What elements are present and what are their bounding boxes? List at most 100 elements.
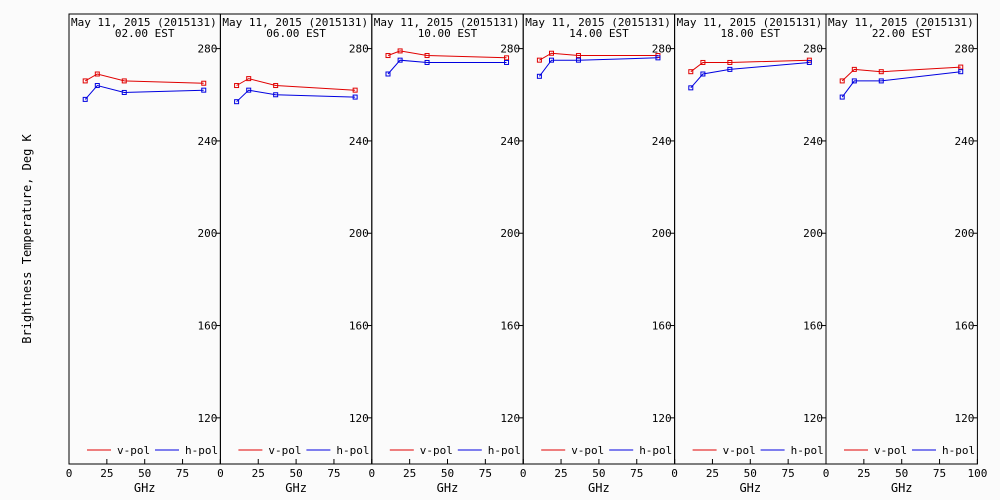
- y-tick-label: 120: [500, 412, 520, 425]
- x-tick-label: 0: [217, 467, 224, 480]
- legend-label-h-pol: h-pol: [639, 444, 672, 457]
- data-point-h-pol: [549, 57, 555, 63]
- data-point-h-pol: [727, 66, 733, 72]
- panel-time-title: 06.00 EST: [266, 27, 326, 40]
- data-point-h-pol: [688, 85, 694, 91]
- panel-3: May 11, 2015 (2015131)10.00 EST 120 160 200…: [368, 13, 524, 495]
- x-tick-label: 0: [66, 467, 73, 480]
- y-tick-label: 120: [803, 412, 823, 425]
- y-tick-label: 240: [955, 135, 975, 148]
- y-axis-label: Brightness Temperature, Deg K: [20, 133, 34, 343]
- data-point-v-pol: [246, 76, 252, 82]
- x-tick-label: 50: [592, 467, 605, 480]
- panel-date-title: May 11, 2015 (2015131): [222, 16, 368, 29]
- y-tick-label: 120: [198, 412, 218, 425]
- data-point-v-pol: [397, 48, 403, 54]
- legend-label-h-pol: h-pol: [185, 444, 218, 457]
- y-tick-label: 200: [955, 227, 975, 240]
- y-tick-label: 160: [349, 320, 369, 333]
- data-point-v-pol: [839, 78, 845, 84]
- y-tick-label: 200: [198, 227, 218, 240]
- x-tick-label: 50: [744, 467, 757, 480]
- x-tick-label: 75: [176, 467, 189, 480]
- x-axis-label: GHz: [437, 481, 459, 495]
- data-point-h-pol: [385, 71, 391, 77]
- x-tick-label: 50: [289, 467, 302, 480]
- x-tick-label: 25: [554, 467, 567, 480]
- x-tick-label: 75: [630, 467, 643, 480]
- y-tick-label: 160: [803, 320, 823, 333]
- legend-label-v-pol: v-pol: [874, 444, 907, 457]
- y-tick-label: 240: [198, 135, 218, 148]
- x-tick-label: 75: [782, 467, 795, 480]
- data-point-h-pol: [121, 89, 127, 95]
- data-point-v-pol: [700, 59, 706, 65]
- x-axis-label: GHz: [134, 481, 156, 495]
- y-tick-label: 200: [652, 227, 672, 240]
- data-point-h-pol: [655, 55, 661, 61]
- y-tick-label: 160: [955, 320, 975, 333]
- legend-label-h-pol: h-pol: [488, 444, 521, 457]
- y-tick-label: 280: [349, 43, 369, 56]
- legend-label-h-pol: h-pol: [336, 444, 369, 457]
- x-tick-label: 25: [857, 467, 870, 480]
- data-point-h-pol: [397, 57, 403, 63]
- y-tick-label: 280: [198, 43, 218, 56]
- x-tick-label: 0: [671, 467, 678, 480]
- panel-time-title: 10.00 EST: [418, 27, 478, 40]
- data-point-h-pol: [575, 57, 581, 63]
- series-line-h-pol: [841, 71, 961, 98]
- data-point-v-pol: [549, 50, 555, 56]
- y-tick-label: 280: [500, 43, 520, 56]
- y-tick-label: 120: [652, 412, 672, 425]
- y-tick-label: 200: [500, 227, 520, 240]
- y-tick-label: 120: [955, 412, 975, 425]
- legend-label-h-pol: h-pol: [942, 444, 975, 457]
- x-tick-label: 25: [706, 467, 719, 480]
- data-point-h-pol: [82, 96, 88, 102]
- data-point-v-pol: [688, 69, 694, 75]
- legend-label-v-pol: v-pol: [268, 444, 301, 457]
- x-tick-label: 100: [967, 467, 987, 480]
- panel-date-title: May 11, 2015 (2015131): [677, 16, 823, 29]
- series-line-v-pol: [841, 66, 961, 82]
- data-point-h-pol: [851, 78, 857, 84]
- data-point-h-pol: [246, 87, 252, 93]
- legend-label-v-pol: v-pol: [117, 444, 150, 457]
- x-tick-label: 0: [368, 467, 375, 480]
- data-point-v-pol: [352, 87, 358, 93]
- y-tick-label: 240: [652, 135, 672, 148]
- panel-2: May 11, 2015 (2015131)06.00 EST 120 160 200…: [217, 13, 373, 495]
- x-tick-label: 50: [441, 467, 454, 480]
- x-axis-label: GHz: [588, 481, 610, 495]
- series-line-h-pol: [236, 89, 356, 103]
- y-tick-label: 160: [652, 320, 672, 333]
- series-line-h-pol: [387, 59, 507, 75]
- data-point-h-pol: [839, 94, 845, 100]
- series-line-v-pol: [690, 59, 810, 73]
- x-tick-label: 75: [327, 467, 340, 480]
- data-point-h-pol: [352, 94, 358, 100]
- legend-label-v-pol: v-pol: [420, 444, 453, 457]
- panel-4: May 11, 2015 (2015131)14.00 EST 120 160 200…: [520, 13, 676, 495]
- series-line-h-pol: [539, 57, 658, 77]
- data-point-v-pol: [958, 64, 964, 70]
- series-line-h-pol: [84, 84, 204, 100]
- data-point-h-pol: [424, 59, 430, 65]
- data-point-v-pol: [424, 53, 430, 59]
- data-point-v-pol: [82, 78, 88, 84]
- data-point-h-pol: [234, 99, 240, 105]
- panel-date-title: May 11, 2015 (2015131): [828, 16, 974, 29]
- data-point-v-pol: [121, 78, 127, 84]
- series-line-v-pol: [84, 73, 204, 84]
- data-point-h-pol: [201, 87, 207, 93]
- y-tick-label: 280: [652, 43, 672, 56]
- x-tick-label: 0: [520, 467, 527, 480]
- panel-date-title: May 11, 2015 (2015131): [525, 16, 671, 29]
- data-point-v-pol: [851, 66, 857, 72]
- data-point-h-pol: [958, 69, 964, 75]
- x-tick-label: 25: [100, 467, 113, 480]
- data-point-v-pol: [201, 80, 207, 86]
- legend-label-v-pol: v-pol: [723, 444, 756, 457]
